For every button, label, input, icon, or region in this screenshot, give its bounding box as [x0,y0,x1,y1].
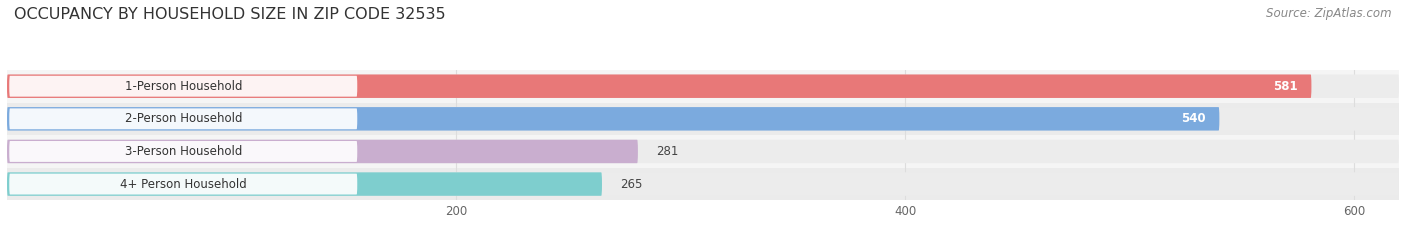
Bar [7,70,1399,103]
FancyBboxPatch shape [7,107,1219,130]
Text: 581: 581 [1274,80,1298,93]
Text: OCCUPANCY BY HOUSEHOLD SIZE IN ZIP CODE 32535: OCCUPANCY BY HOUSEHOLD SIZE IN ZIP CODE … [14,7,446,22]
Text: 540: 540 [1181,112,1206,125]
Text: 2-Person Household: 2-Person Household [125,112,242,125]
Bar [7,168,1399,200]
FancyBboxPatch shape [7,140,638,163]
Bar [7,103,1399,135]
FancyBboxPatch shape [10,76,357,97]
FancyBboxPatch shape [7,107,1399,130]
Bar [7,135,1399,168]
Text: 281: 281 [655,145,678,158]
FancyBboxPatch shape [10,108,357,129]
FancyBboxPatch shape [7,75,1312,98]
Text: 1-Person Household: 1-Person Household [125,80,242,93]
Text: 4+ Person Household: 4+ Person Household [120,178,246,191]
FancyBboxPatch shape [10,174,357,195]
FancyBboxPatch shape [7,75,1399,98]
FancyBboxPatch shape [7,172,1399,196]
Text: Source: ZipAtlas.com: Source: ZipAtlas.com [1267,7,1392,20]
Text: 265: 265 [620,178,643,191]
FancyBboxPatch shape [7,140,1399,163]
Text: 3-Person Household: 3-Person Household [125,145,242,158]
FancyBboxPatch shape [10,141,357,162]
FancyBboxPatch shape [7,172,602,196]
